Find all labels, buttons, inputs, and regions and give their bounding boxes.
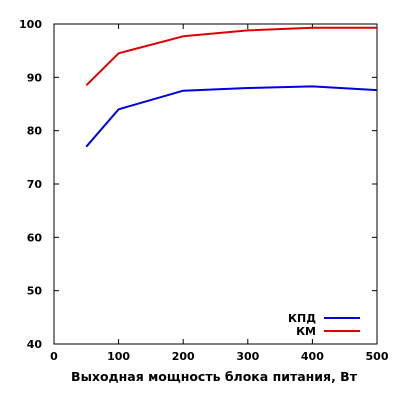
y-tick-label: 50	[27, 285, 43, 298]
x-tick-label: 300	[236, 350, 259, 363]
x-tick-label: 500	[366, 350, 389, 363]
y-tick-label: 90	[27, 71, 43, 84]
series-lines	[85, 26, 378, 148]
x-tick-label: 100	[107, 350, 130, 363]
x-axis-title: Выходная мощность блока питания, Вт	[71, 369, 358, 384]
y-tick-label: 100	[19, 18, 42, 31]
series-line-1	[85, 26, 377, 87]
y-tick-label: 80	[27, 125, 43, 138]
x-tick-label: 400	[301, 350, 324, 363]
legend-label: КПД	[288, 312, 316, 325]
x-tick-label: 200	[172, 350, 195, 363]
y-tick-label: 70	[27, 178, 43, 191]
y-tick-label: 60	[27, 231, 43, 244]
y-tick-label: 40	[27, 338, 43, 351]
series-line-0	[85, 85, 378, 148]
plot-area	[53, 23, 378, 345]
y-axis: 40 50 60 70 80 90 100	[19, 18, 377, 351]
legend-label: КМ	[296, 325, 316, 338]
x-axis: 0 100 200 300 400 500	[50, 24, 389, 363]
x-tick-label: 0	[50, 350, 58, 363]
